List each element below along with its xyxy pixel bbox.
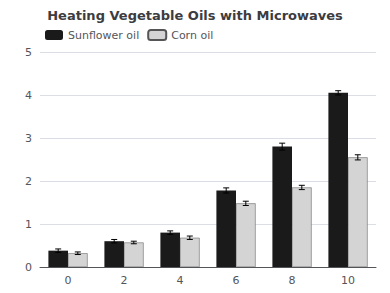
svg-text:Sunflower oil: Sunflower oil — [68, 29, 139, 42]
svg-text:4: 4 — [25, 89, 32, 102]
svg-text:2: 2 — [25, 175, 32, 188]
svg-text:Corn oil: Corn oil — [171, 29, 213, 42]
svg-text:0: 0 — [25, 261, 32, 274]
svg-text:4: 4 — [177, 274, 184, 287]
svg-text:6: 6 — [233, 274, 240, 287]
svg-text:0: 0 — [65, 274, 72, 287]
svg-text:1: 1 — [25, 218, 32, 231]
svg-text:Heating Vegetable Oils with Mi: Heating Vegetable Oils with Microwaves — [47, 8, 343, 23]
svg-text:2: 2 — [121, 274, 128, 287]
svg-text:10: 10 — [341, 274, 355, 287]
svg-text:8: 8 — [289, 274, 296, 287]
svg-text:3: 3 — [25, 132, 32, 145]
svg-text:5: 5 — [25, 46, 32, 59]
